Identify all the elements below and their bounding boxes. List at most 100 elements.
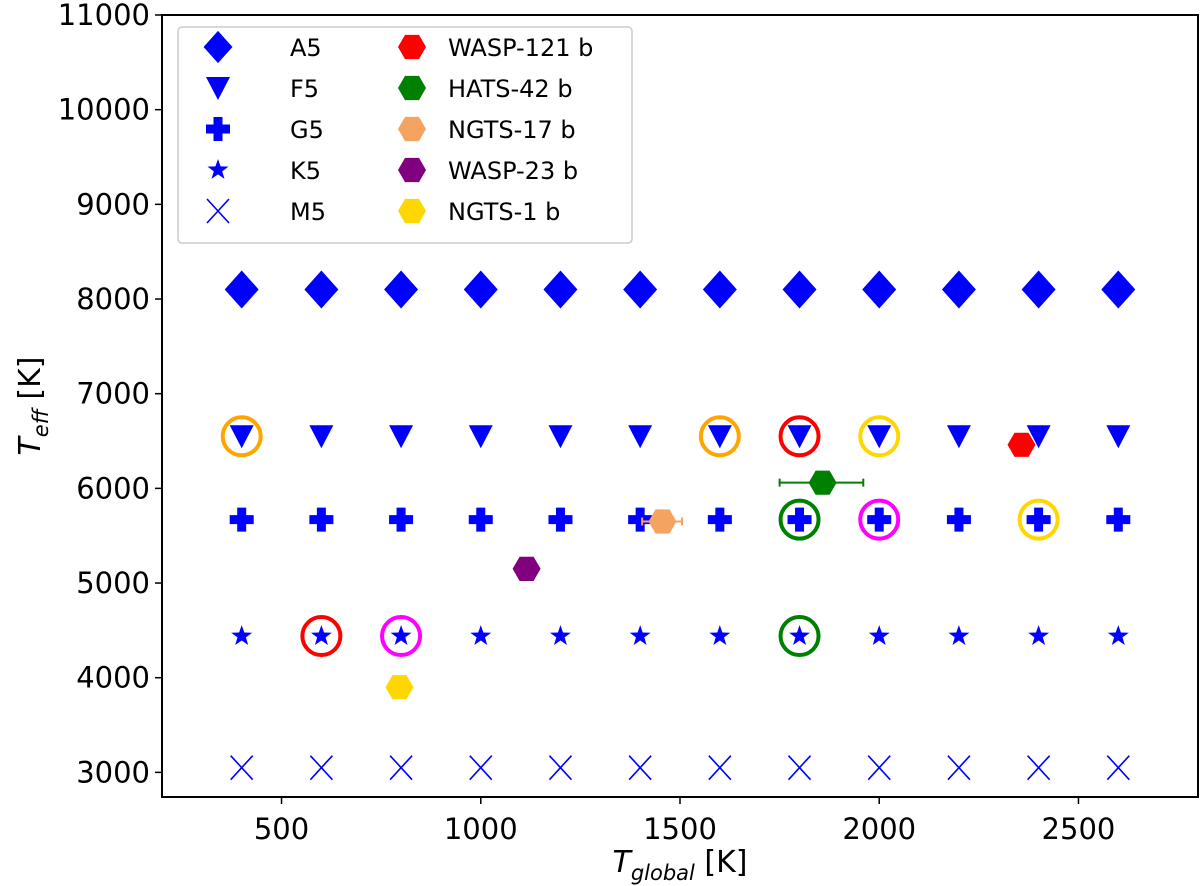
m5-point <box>548 755 573 781</box>
y-tick-label: 3000 <box>76 755 150 789</box>
legend-label: WASP-23 b <box>448 157 578 185</box>
g5-point <box>1106 507 1131 532</box>
f5-point <box>309 425 334 449</box>
y-tick-label: 11000 <box>58 0 150 32</box>
f5-point <box>548 425 573 449</box>
f5-point <box>1106 425 1131 449</box>
highlight-circle <box>300 615 343 658</box>
hats-42-b-point <box>808 470 837 495</box>
a5-point <box>941 270 976 309</box>
y-tick-label: 7000 <box>76 377 150 411</box>
highlight-circle <box>380 615 423 658</box>
legend: A5 F5 G5 K5 M5 WASP-121 b HATS-42 b NGTS-17 b WA… <box>177 26 633 244</box>
legend-a5-icon <box>203 30 233 64</box>
legend-planet-icon <box>398 198 426 224</box>
m5-point <box>309 755 333 781</box>
wasp-23-b-point <box>512 556 541 581</box>
f5-point <box>1026 425 1051 449</box>
x-tick-label: 500 <box>254 812 309 846</box>
a5-point <box>862 270 897 309</box>
g5-point <box>628 507 653 532</box>
y-tick-label: 5000 <box>76 566 150 600</box>
legend-label: WASP-121 b <box>448 34 593 62</box>
legend-label: G5 <box>290 116 324 144</box>
highlight-circle <box>778 415 821 458</box>
k5-point <box>1107 625 1129 645</box>
highlight-circle <box>858 498 901 541</box>
highlight-circle <box>698 415 741 458</box>
m5-point <box>787 755 812 781</box>
f5-point <box>229 425 254 449</box>
x-tick-label: 1500 <box>643 812 717 846</box>
x-axis-label: Tglobal [K] <box>613 845 748 885</box>
y-tick-label: 8000 <box>76 282 150 316</box>
a5-point <box>543 270 578 309</box>
f5-point <box>389 425 414 449</box>
y-tick-label: 6000 <box>76 471 150 505</box>
highlight-circle <box>1017 498 1060 541</box>
g5-point <box>309 507 334 532</box>
m5-point <box>947 755 971 781</box>
ngts-17-b-point <box>648 509 677 534</box>
a5-point <box>623 270 658 309</box>
g5-point <box>867 507 892 532</box>
legend-f5-icon <box>206 77 230 100</box>
legend-planet-icon <box>398 116 426 142</box>
g5-point <box>1026 507 1051 532</box>
f5-point <box>946 425 971 449</box>
k5-point <box>629 625 651 645</box>
a5-point <box>1101 270 1136 309</box>
a5-point <box>384 270 419 309</box>
m5-point <box>708 755 732 781</box>
k5-point <box>470 625 492 645</box>
g5-point <box>946 507 971 532</box>
legend-planet-icon <box>398 75 426 101</box>
a5-point <box>463 270 498 309</box>
highlight-circle <box>220 415 263 458</box>
m5-point <box>628 755 652 781</box>
y-tick-label: 4000 <box>76 661 150 695</box>
a5-point <box>702 270 737 309</box>
f5-point <box>468 425 493 449</box>
m5-point <box>1106 755 1130 781</box>
highlight-circle <box>778 615 821 658</box>
legend-label: NGTS-17 b <box>448 116 576 144</box>
legend-m5-icon <box>206 198 230 224</box>
m5-point <box>469 755 493 781</box>
a5-point <box>782 270 817 309</box>
a5-point <box>1021 270 1056 309</box>
x-tick-label: 1000 <box>444 812 518 846</box>
highlight-circle <box>858 415 901 458</box>
x-tick-label: 2000 <box>842 812 916 846</box>
m5-point <box>230 755 254 781</box>
legend-label: F5 <box>290 75 319 103</box>
ngts-1-b-point <box>385 675 414 700</box>
m5-point <box>389 755 413 781</box>
legend-k5-icon <box>207 159 229 179</box>
g5-point <box>229 507 254 532</box>
k5-point <box>550 625 571 645</box>
k5-point <box>390 625 412 645</box>
m5-point <box>1027 755 1051 781</box>
legend-g5-icon <box>206 117 230 141</box>
y-tick-label: 10000 <box>58 93 150 127</box>
k5-point <box>1028 625 1050 645</box>
m5-point <box>867 755 891 781</box>
g5-point <box>468 507 493 532</box>
legend-planet-icon <box>398 157 426 183</box>
legend-label: M5 <box>290 198 326 226</box>
legend-planet-icon <box>398 34 426 60</box>
g5-point <box>548 507 573 532</box>
g5-point <box>787 507 812 532</box>
k5-point <box>310 625 332 645</box>
y-tick-label: 9000 <box>76 187 150 221</box>
legend-label: A5 <box>290 34 322 62</box>
g5-point <box>707 507 732 532</box>
highlight-circle <box>778 498 821 541</box>
k5-point <box>789 625 810 645</box>
k5-point <box>868 625 890 645</box>
legend-label: HATS-42 b <box>448 75 573 103</box>
legend-label: NGTS-1 b <box>448 198 560 226</box>
legend-label: K5 <box>290 157 321 185</box>
